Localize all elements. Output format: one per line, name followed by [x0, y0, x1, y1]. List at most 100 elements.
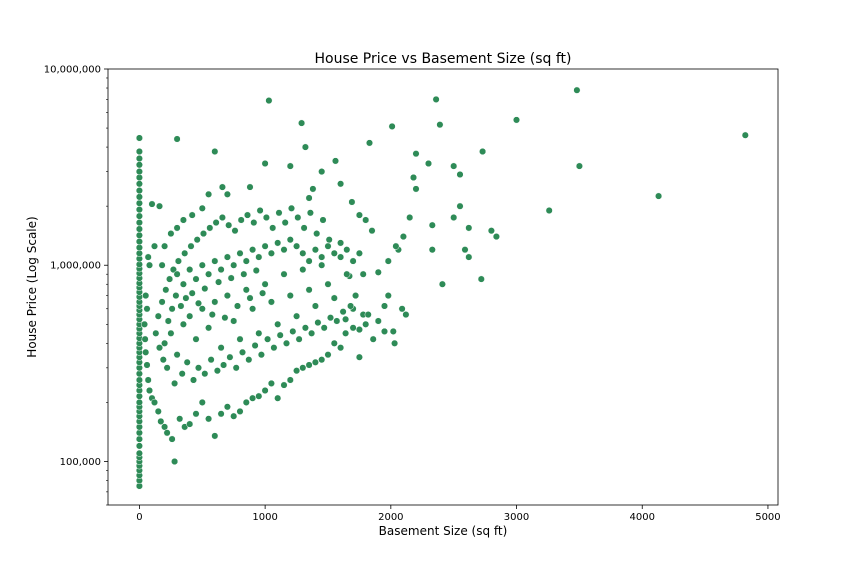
data-point [142, 348, 150, 356]
data-point [140, 320, 149, 328]
data-point [181, 249, 189, 257]
data-point [163, 364, 171, 372]
data-point [368, 227, 376, 235]
data-point [171, 379, 179, 387]
data-point [456, 202, 464, 210]
data-point [198, 305, 206, 313]
data-point [389, 327, 397, 335]
data-point [299, 266, 307, 274]
data-point [456, 170, 464, 179]
data-point [337, 344, 345, 352]
data-point [399, 233, 407, 241]
data-point [261, 280, 269, 288]
data-point [135, 199, 143, 207]
data-point [337, 253, 345, 261]
data-point [274, 394, 282, 402]
data-point [240, 270, 248, 278]
data-point [152, 329, 160, 337]
data-point [135, 193, 143, 201]
data-point [223, 403, 231, 411]
data-point [135, 168, 143, 176]
x-tick-label: 4000 [630, 512, 655, 523]
data-point [188, 289, 196, 297]
data-point [177, 302, 185, 310]
data-point [391, 339, 399, 347]
data-point [135, 435, 143, 443]
data-point [173, 135, 181, 143]
data-point [282, 339, 291, 347]
data-point [741, 131, 749, 139]
data-point [355, 249, 363, 257]
data-point [352, 292, 360, 300]
data-point [198, 261, 206, 269]
data-point [186, 312, 194, 320]
data-point [261, 242, 269, 250]
x-tick-label: 2000 [378, 512, 403, 523]
data-point [225, 221, 233, 229]
x-axis-label: Basement Size (sq ft) [379, 524, 508, 538]
data-point [179, 320, 187, 328]
data-point [211, 147, 219, 156]
data-point [286, 236, 294, 244]
data-point [135, 173, 143, 182]
data-point [374, 268, 382, 276]
x-tick-label: 5000 [755, 512, 780, 523]
data-point [324, 242, 332, 250]
data-point [213, 367, 221, 375]
data-point [135, 161, 143, 169]
data-point [189, 376, 198, 384]
data-point [205, 270, 213, 278]
data-point [231, 227, 239, 235]
data-point [243, 211, 252, 219]
data-point [255, 392, 263, 400]
data-point [135, 147, 143, 156]
data-point [193, 236, 201, 244]
data-point [461, 246, 469, 254]
data-point [293, 367, 301, 375]
x-tick-label: 1000 [252, 512, 277, 523]
data-point [236, 335, 244, 343]
data-point [198, 204, 206, 212]
chart-title: House Price vs Basement Size (sq ft) [314, 51, 571, 67]
data-point [242, 286, 250, 294]
data-point [155, 202, 164, 210]
y-tick-label: 10,000,000 [44, 65, 101, 76]
data-point [135, 449, 143, 457]
data-point [274, 320, 282, 328]
data-point [135, 180, 143, 188]
data-point [145, 261, 154, 269]
data-point [135, 429, 143, 437]
data-point [135, 231, 143, 239]
data-point [275, 209, 283, 217]
data-point [205, 324, 213, 332]
data-point [158, 298, 166, 306]
data-point [299, 249, 307, 257]
data-point [280, 381, 288, 389]
data-point [388, 122, 396, 130]
data-point [337, 180, 345, 188]
y-axis: 100,000 1,000,000 10,000,000 [44, 65, 108, 506]
data-point [157, 417, 165, 425]
data-point [135, 225, 143, 233]
data-point [374, 317, 382, 325]
data-point [380, 302, 389, 310]
data-point [289, 327, 297, 335]
data-point [161, 242, 169, 250]
data-point [392, 242, 400, 250]
data-point [141, 335, 149, 343]
data-point [300, 224, 308, 232]
data-point [299, 364, 307, 372]
data-point [168, 305, 176, 313]
data-point [245, 356, 253, 364]
data-point [347, 302, 355, 310]
data-point [230, 412, 238, 420]
data-point [492, 233, 500, 241]
data-point [252, 266, 260, 275]
data-point [250, 219, 258, 227]
data-point [217, 266, 225, 274]
data-point [261, 159, 269, 168]
data-point [223, 190, 231, 198]
data-point [343, 246, 351, 254]
data-point [318, 168, 326, 176]
